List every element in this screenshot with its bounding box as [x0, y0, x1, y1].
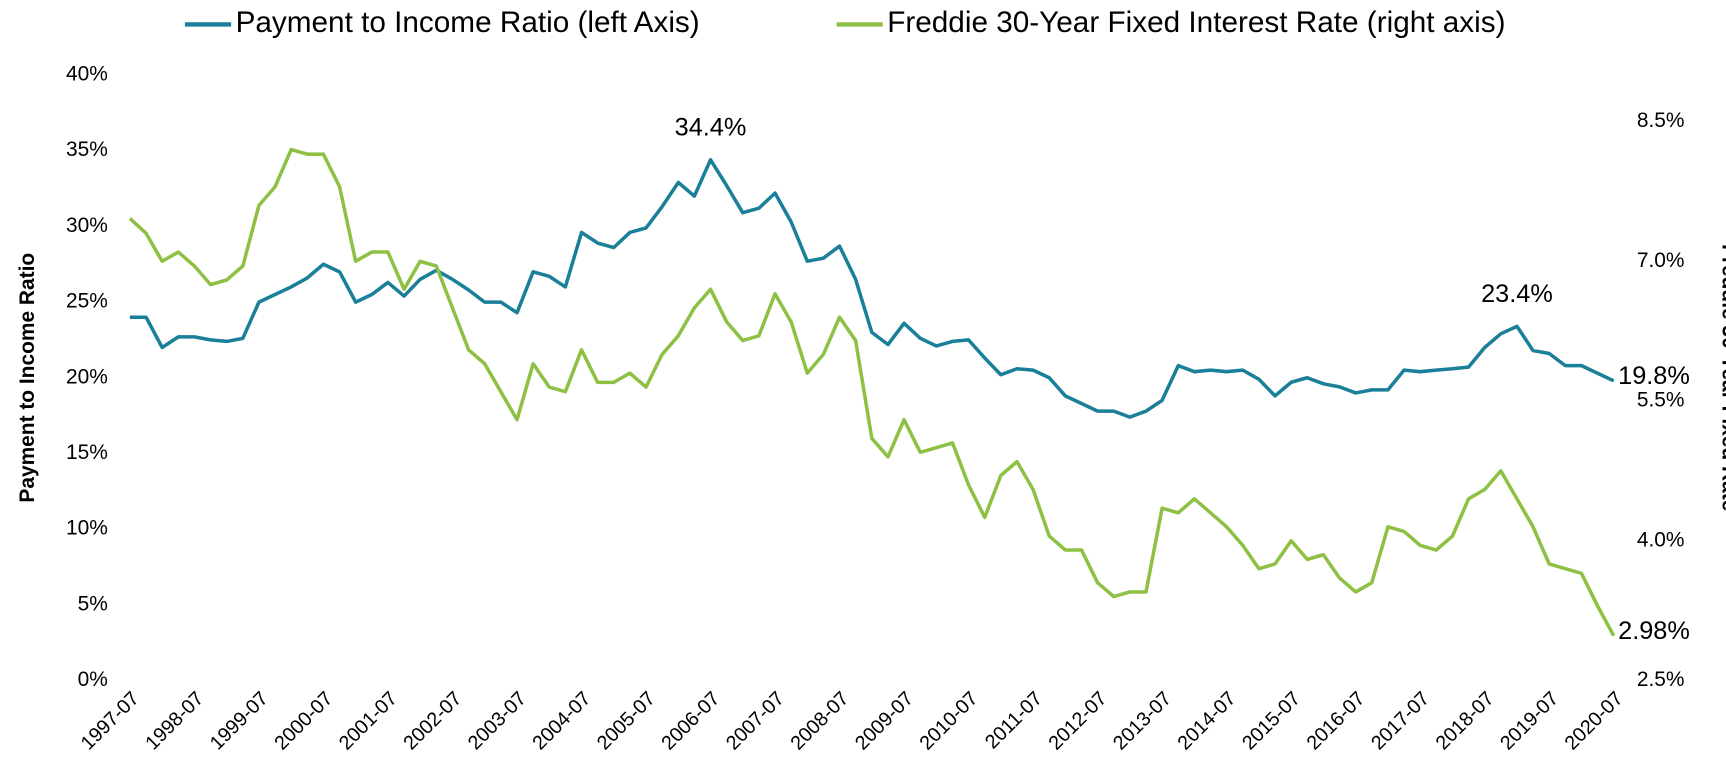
- y-tick-label: 20%: [66, 365, 108, 388]
- x-tick-label: 2002-07: [399, 688, 466, 755]
- y-tick-label: 0%: [78, 668, 108, 691]
- value-label: 19.8%: [1618, 362, 1690, 390]
- y-tick-label: 30%: [66, 214, 108, 237]
- value-label: 34.4%: [675, 114, 747, 142]
- y2-tick-label: 7.0%: [1637, 249, 1685, 272]
- y-tick-label: 5%: [78, 592, 108, 615]
- y-tick-label: 15%: [66, 441, 108, 464]
- y-tick-label: 40%: [66, 63, 108, 86]
- y-tick-label: 10%: [66, 517, 108, 540]
- x-tick-label: 2014-07: [1174, 688, 1241, 755]
- y-tick-label: 25%: [66, 290, 108, 313]
- y-axis-title: Payment to Income Ratio: [16, 253, 39, 503]
- x-tick-label: 2004-07: [528, 688, 595, 755]
- x-tick-label: 2003-07: [464, 688, 531, 755]
- x-tick-label: 2018-07: [1432, 688, 1499, 755]
- series-line: [128, 147, 1616, 637]
- x-tick-label: 1997-07: [77, 688, 144, 755]
- y2-tick-label: 5.5%: [1637, 389, 1685, 412]
- x-tick-label: 2017-07: [1367, 688, 1434, 755]
- x-tick-label: 2008-07: [786, 688, 853, 755]
- x-tick-label: 2000-07: [270, 688, 337, 755]
- value-label: 2.98%: [1618, 617, 1690, 645]
- value-label: 23.4%: [1481, 280, 1553, 308]
- y2-tick-label: 8.5%: [1637, 109, 1685, 132]
- x-tick-label: 2005-07: [593, 688, 660, 755]
- x-tick-label: 2013-07: [1109, 688, 1176, 755]
- x-tick-label: 2006-07: [657, 688, 724, 755]
- y-tick-label: 35%: [66, 138, 108, 161]
- x-tick-label: 2007-07: [722, 688, 789, 755]
- x-tick-label: 2016-07: [1303, 688, 1370, 755]
- x-tick-label: 2001-07: [335, 688, 402, 755]
- y2-tick-label: 4.0%: [1637, 528, 1685, 551]
- y2-tick-label: 2.5%: [1637, 668, 1685, 691]
- x-tick-label: 2011-07: [981, 688, 1047, 754]
- x-tick-label: 2020-07: [1561, 688, 1628, 755]
- x-tick-label: 2012-07: [1045, 688, 1112, 755]
- legend-label: Payment to Income Ratio (left Axis): [236, 6, 700, 39]
- x-tick-label: 1999-07: [206, 688, 273, 755]
- x-tick-label: 2010-07: [915, 688, 982, 755]
- x-tick-label: 2019-07: [1496, 688, 1563, 755]
- x-tick-label: 2015-07: [1238, 688, 1305, 755]
- x-tick-label: 2009-07: [851, 688, 918, 755]
- y2-axis-title: Freddie 30-Year Fixed Rate: [1718, 244, 1726, 511]
- x-tick-label: 1998-07: [141, 688, 208, 755]
- legend-label: Freddie 30-Year Fixed Interest Rate (rig…: [887, 6, 1505, 39]
- series-line: [129, 158, 1615, 419]
